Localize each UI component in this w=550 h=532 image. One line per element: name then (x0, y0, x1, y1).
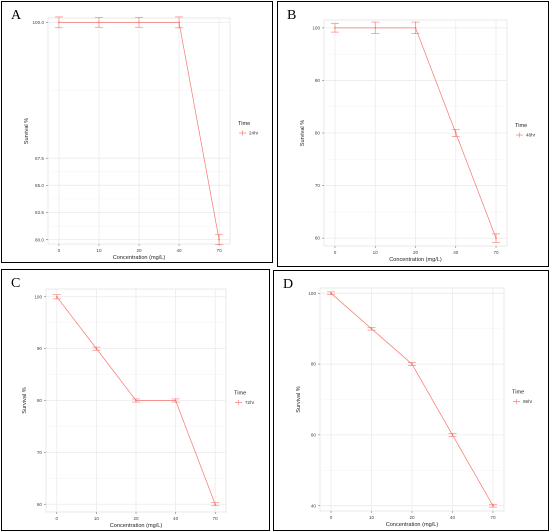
panel-label: C (11, 276, 20, 291)
legend-title: Time (512, 390, 524, 396)
panel-label: D (283, 277, 293, 292)
y-tick-label: 60 (315, 236, 321, 241)
y-tick-label: 85.0 (35, 183, 44, 188)
chart-a: A 80.0 82.5 85.0 87.5 100.0 0 10 20 40 70 Concentra… (11, 8, 259, 261)
panel-a: A 80.0 82.5 85.0 87.5 100.0 0 10 20 40 70 Concentra… (1, 1, 273, 263)
y-tick-label: 90 (37, 346, 43, 351)
y-axis-title: Survival % (24, 118, 30, 144)
legend-label: 48hr (526, 133, 536, 138)
x-tick-label: 70 (490, 515, 496, 520)
legend-label: 24hr (249, 131, 259, 136)
y-axis-title: Survival % (300, 120, 306, 146)
data-point (334, 26, 336, 29)
y-tick-label: 70 (315, 183, 321, 188)
data-point (178, 21, 180, 24)
y-tick-label: 80.0 (35, 237, 44, 242)
plot-area (45, 288, 227, 513)
plot-area (47, 16, 231, 245)
legend-label: 72hr (245, 400, 255, 405)
data-point (95, 347, 98, 350)
data-point (454, 132, 457, 134)
y-tick-label: 80 (37, 398, 43, 403)
x-tick-label: 40 (176, 248, 182, 253)
x-tick-label: 70 (217, 248, 223, 253)
x-tick-label: 20 (409, 515, 415, 520)
y-axis-title: Survival % (22, 387, 28, 413)
chart-c: C 60 70 80 90 100 0 10 20 40 70 Concentration (mg/L… (11, 276, 255, 529)
panel-c: C 60 70 80 90 100 0 10 20 40 70 Concentration (mg/L… (1, 269, 270, 531)
x-axis-title: Concentration (mg/L) (389, 257, 442, 263)
legend-title: Time (238, 121, 250, 127)
x-tick-label: 70 (213, 516, 219, 521)
data-point (411, 363, 413, 366)
data-point (55, 295, 58, 298)
x-tick-label: 20 (136, 248, 142, 253)
y-tick-label: 60 (37, 502, 43, 507)
panel-label: A (11, 8, 22, 23)
data-point (174, 399, 177, 402)
x-tick-label: 0 (334, 250, 337, 255)
y-tick-label: 87.5 (35, 156, 44, 161)
y-tick-label: 70 (37, 450, 43, 455)
x-tick-label: 20 (133, 516, 139, 521)
data-point (98, 21, 100, 24)
data-point (495, 237, 497, 240)
plot-area (319, 287, 505, 512)
data-point (370, 327, 373, 330)
data-point (135, 399, 137, 402)
x-tick-label: 40 (453, 250, 459, 255)
data-point (138, 21, 140, 24)
x-tick-label: 0 (58, 248, 61, 253)
y-tick-label: 60 (311, 432, 317, 437)
y-tick-label: 100 (34, 294, 42, 299)
x-tick-label: 10 (96, 248, 102, 253)
legend-title: Time (234, 391, 246, 397)
chart-b: B 60 70 80 90 100 0 10 20 40 70 Concentration (mg/L… (287, 8, 536, 263)
y-tick-label: 80 (315, 131, 321, 136)
x-tick-label: 10 (369, 515, 375, 520)
x-tick-label: 40 (173, 516, 179, 521)
x-tick-label: 0 (330, 515, 333, 520)
legend-title: Time (515, 123, 527, 129)
x-tick-label: 0 (56, 516, 59, 521)
data-point (58, 21, 60, 24)
y-tick-label: 100.0 (33, 20, 45, 25)
panel-d: D 40 60 80 100 0 10 20 40 70 Concentration (mg/L) S… (273, 270, 549, 531)
data-point (374, 26, 377, 29)
plot-area (323, 19, 508, 247)
x-tick-label: 10 (373, 250, 379, 255)
x-tick-label: 70 (493, 250, 499, 255)
x-tick-label: 40 (450, 515, 456, 520)
y-tick-label: 100 (308, 291, 316, 296)
data-point (414, 26, 417, 29)
y-tick-label: 90 (315, 78, 321, 83)
data-point (451, 433, 454, 436)
legend-label: 96hr (523, 399, 533, 404)
y-axis-title: Survival % (296, 386, 302, 412)
x-axis-title: Concentration (mg/L) (110, 523, 163, 529)
panel-b: B 60 70 80 90 100 0 10 20 40 70 Concentration (mg/L… (277, 1, 549, 267)
data-point (492, 504, 494, 507)
data-point (218, 238, 220, 241)
x-tick-label: 10 (94, 516, 100, 521)
x-axis-title: Concentration (mg/L) (386, 522, 439, 528)
y-tick-label: 82.5 (35, 210, 44, 215)
data-point (214, 503, 217, 506)
y-tick-label: 40 (311, 503, 317, 508)
y-tick-label: 100 (312, 25, 320, 30)
panel-label: B (287, 8, 296, 23)
y-tick-label: 80 (311, 362, 317, 367)
x-tick-label: 20 (413, 250, 419, 255)
chart-d: D 40 60 80 100 0 10 20 40 70 Concentration (mg/L) S… (283, 277, 533, 528)
x-axis-title: Concentration (mg/L) (113, 255, 166, 261)
data-point (330, 292, 332, 295)
